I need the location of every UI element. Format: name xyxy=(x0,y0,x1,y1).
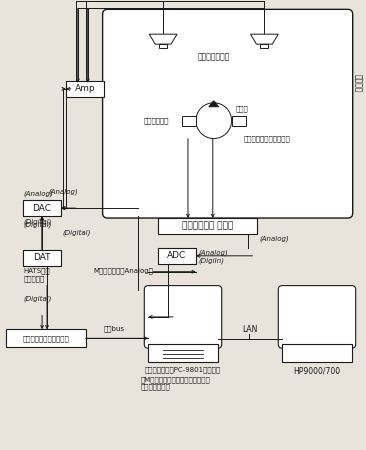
Text: ・M系列ノイズによるシステム応答
　測定システム: ・M系列ノイズによるシステム応答 測定システム xyxy=(140,376,210,390)
Text: (Analog): (Analog) xyxy=(23,191,53,197)
Text: DAC: DAC xyxy=(33,203,52,212)
Text: マイクロホン アンプ: マイクロホン アンプ xyxy=(182,221,234,230)
Text: HP9000/700: HP9000/700 xyxy=(294,366,340,375)
Bar xyxy=(182,116,196,126)
Text: ラウドスピーカ: ラウドスピーカ xyxy=(198,52,230,61)
Polygon shape xyxy=(149,34,177,44)
Text: ADC: ADC xyxy=(167,251,187,260)
Text: (Digital): (Digital) xyxy=(23,221,52,228)
Text: ・頭部伝達関数測定治具: ・頭部伝達関数測定治具 xyxy=(243,135,290,142)
Text: (Analog): (Analog) xyxy=(259,236,289,243)
Bar xyxy=(158,218,257,234)
Text: (Analog): (Analog) xyxy=(199,250,229,256)
Text: 再生音場: 再生音場 xyxy=(353,74,362,92)
Text: コントローラ（PC-9801相当品）: コントローラ（PC-9801相当品） xyxy=(145,366,221,373)
Bar xyxy=(159,44,167,48)
Bar xyxy=(260,44,268,48)
Text: (Digital): (Digital) xyxy=(23,218,52,225)
Text: Amp: Amp xyxy=(74,84,95,93)
Text: HATS収録
音源テープ: HATS収録 音源テープ xyxy=(23,268,50,282)
Bar xyxy=(148,344,218,362)
Bar xyxy=(6,329,86,347)
Text: (Digital): (Digital) xyxy=(23,296,52,302)
FancyBboxPatch shape xyxy=(144,286,222,348)
Text: (Analog): (Analog) xyxy=(48,189,78,195)
Circle shape xyxy=(196,103,232,139)
Text: (DigiIn): (DigiIn) xyxy=(199,258,225,264)
FancyBboxPatch shape xyxy=(278,286,356,348)
Polygon shape xyxy=(209,101,219,107)
Text: 拡張bus: 拡張bus xyxy=(104,326,125,333)
Text: LAN: LAN xyxy=(242,325,257,334)
Text: 受聴者: 受聴者 xyxy=(236,105,249,112)
Bar xyxy=(282,344,352,362)
Text: DAT: DAT xyxy=(33,253,51,262)
Text: (Digital): (Digital) xyxy=(63,230,91,236)
Bar xyxy=(23,200,61,216)
Text: M系列ノイズ（Analog）: M系列ノイズ（Analog） xyxy=(93,268,153,274)
Bar xyxy=(158,248,196,264)
Text: リアルタイム読み込み器: リアルタイム読み込み器 xyxy=(23,335,70,342)
FancyBboxPatch shape xyxy=(102,9,353,218)
Bar xyxy=(66,81,104,97)
Bar xyxy=(23,250,61,266)
Bar xyxy=(232,116,246,126)
Text: マイクロホン: マイクロホン xyxy=(143,117,169,124)
Polygon shape xyxy=(250,34,278,44)
